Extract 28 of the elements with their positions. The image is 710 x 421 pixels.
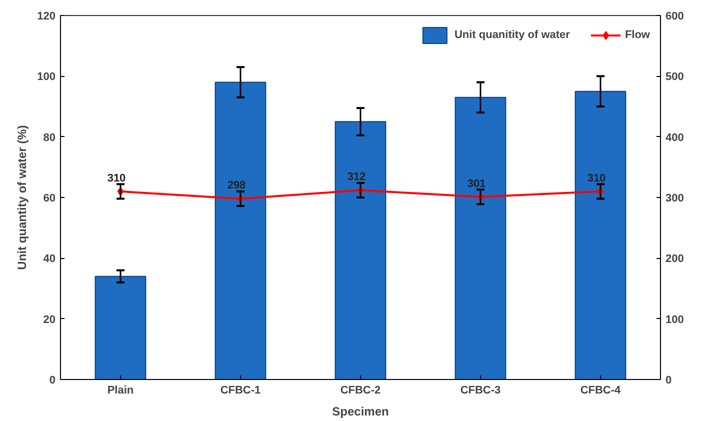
data-label: 310 xyxy=(587,172,606,184)
y-tick-label: 20 xyxy=(43,314,56,326)
legend-label: Unit quanitity of water xyxy=(454,29,570,41)
x-tick-label: CFBC-2 xyxy=(340,384,381,396)
x-tick-label: CFBC-3 xyxy=(460,384,501,396)
y2-tick-label: 400 xyxy=(666,132,684,144)
y-tick-label: 0 xyxy=(49,374,56,386)
y-tick-label: 100 xyxy=(37,71,56,84)
data-label: 298 xyxy=(227,180,246,192)
data-label: 310 xyxy=(107,172,126,184)
x-tick-label: CFBC-1 xyxy=(220,384,261,396)
y2-tick-label: 100 xyxy=(666,314,684,326)
y-tick-label: 120 xyxy=(37,10,56,22)
y2-tick-label: 600 xyxy=(666,10,684,22)
y2-tick-label: 500 xyxy=(666,71,684,84)
data-label: 312 xyxy=(347,171,366,184)
y2-tick-label: 300 xyxy=(666,192,684,204)
x-tick-label: Plain xyxy=(107,384,134,396)
legend-label: Flow xyxy=(624,29,650,41)
y-tick-label: 80 xyxy=(43,132,56,144)
x-tick-label: CFBC-4 xyxy=(580,384,622,396)
y2-tick-label: 0 xyxy=(666,374,672,386)
y-tick-label: 60 xyxy=(43,192,56,204)
data-label: 301 xyxy=(467,178,486,190)
x-axis-title: Specimen xyxy=(332,404,389,418)
y-axis-title: Unit quantity of water (%) xyxy=(15,125,30,270)
y2-tick-label: 200 xyxy=(666,253,684,266)
y-tick-label: 40 xyxy=(43,253,56,266)
